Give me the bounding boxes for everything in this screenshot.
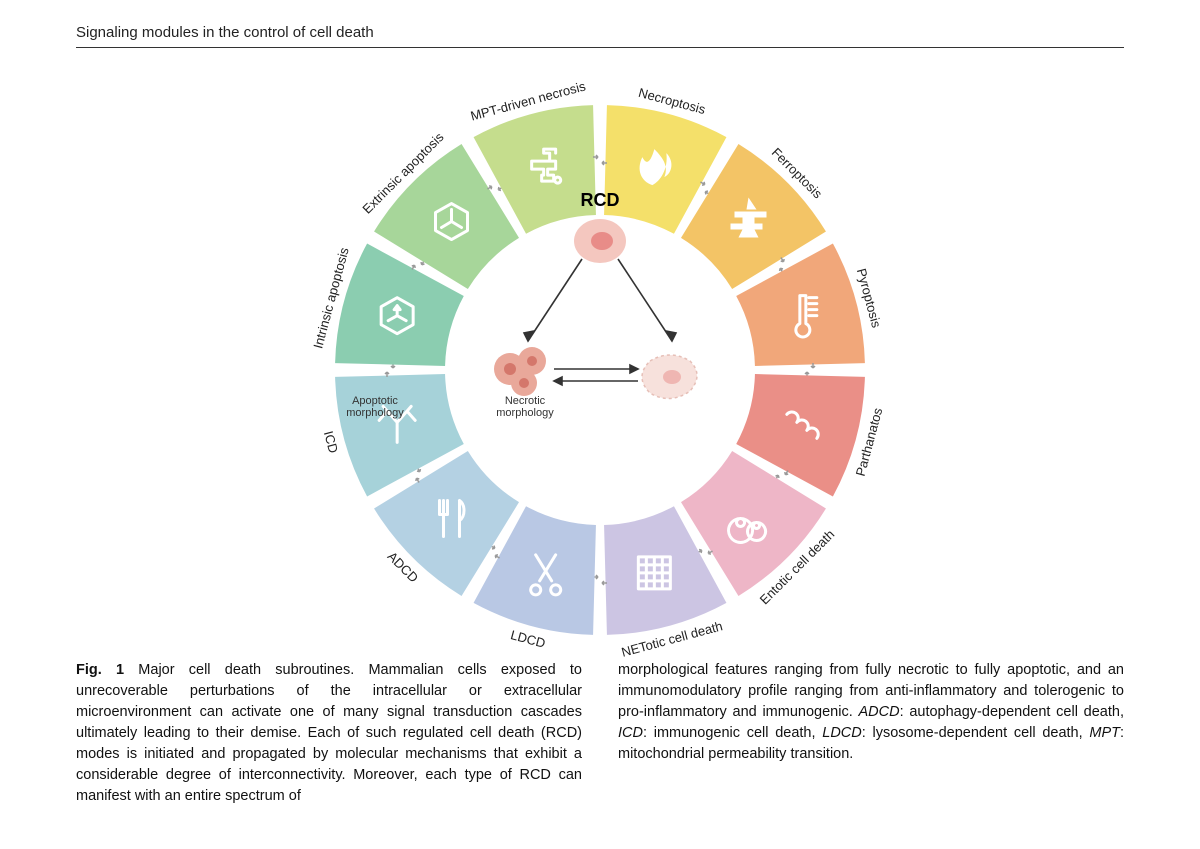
abbr-mpt: MPT xyxy=(1089,725,1120,741)
rcd-cell-icon xyxy=(574,219,626,263)
abbr-adcd: ADCD xyxy=(858,704,899,720)
center-svg xyxy=(450,211,750,521)
apoptotic-cell-icon xyxy=(494,347,546,396)
caption-col-2: morphological features ranging from full… xyxy=(618,660,1124,807)
rcd-title: RCD xyxy=(450,190,750,211)
connector-arrows xyxy=(805,363,815,377)
connector-arrows xyxy=(593,155,607,165)
caption-col-1: Fig. 1 Major cell death subroutines. Mam… xyxy=(76,660,582,807)
connector-arrows xyxy=(593,575,607,585)
caption-text-1: Major cell death subroutines. Mammalian … xyxy=(76,662,582,804)
necrotic-morph-label: Necroticmorphology xyxy=(480,395,570,419)
apoptotic-morph-label: Apoptoticmorphology xyxy=(330,395,420,419)
center-content: RCD xyxy=(450,190,750,530)
connector-arrows xyxy=(385,363,395,377)
caption: Fig. 1 Major cell death subroutines. Mam… xyxy=(76,660,1124,807)
necrotic-cell-icon xyxy=(642,355,697,399)
morph-arrows xyxy=(554,365,638,385)
abbr-icd: ICD xyxy=(618,725,643,741)
fig-label: Fig. 1 xyxy=(76,662,124,678)
page-header: Signaling modules in the control of cell… xyxy=(76,24,1124,48)
abbr-ldcd: LDCD xyxy=(822,725,861,741)
header-title: Signaling modules in the control of cell… xyxy=(76,24,374,41)
rcd-arrows xyxy=(524,259,676,341)
